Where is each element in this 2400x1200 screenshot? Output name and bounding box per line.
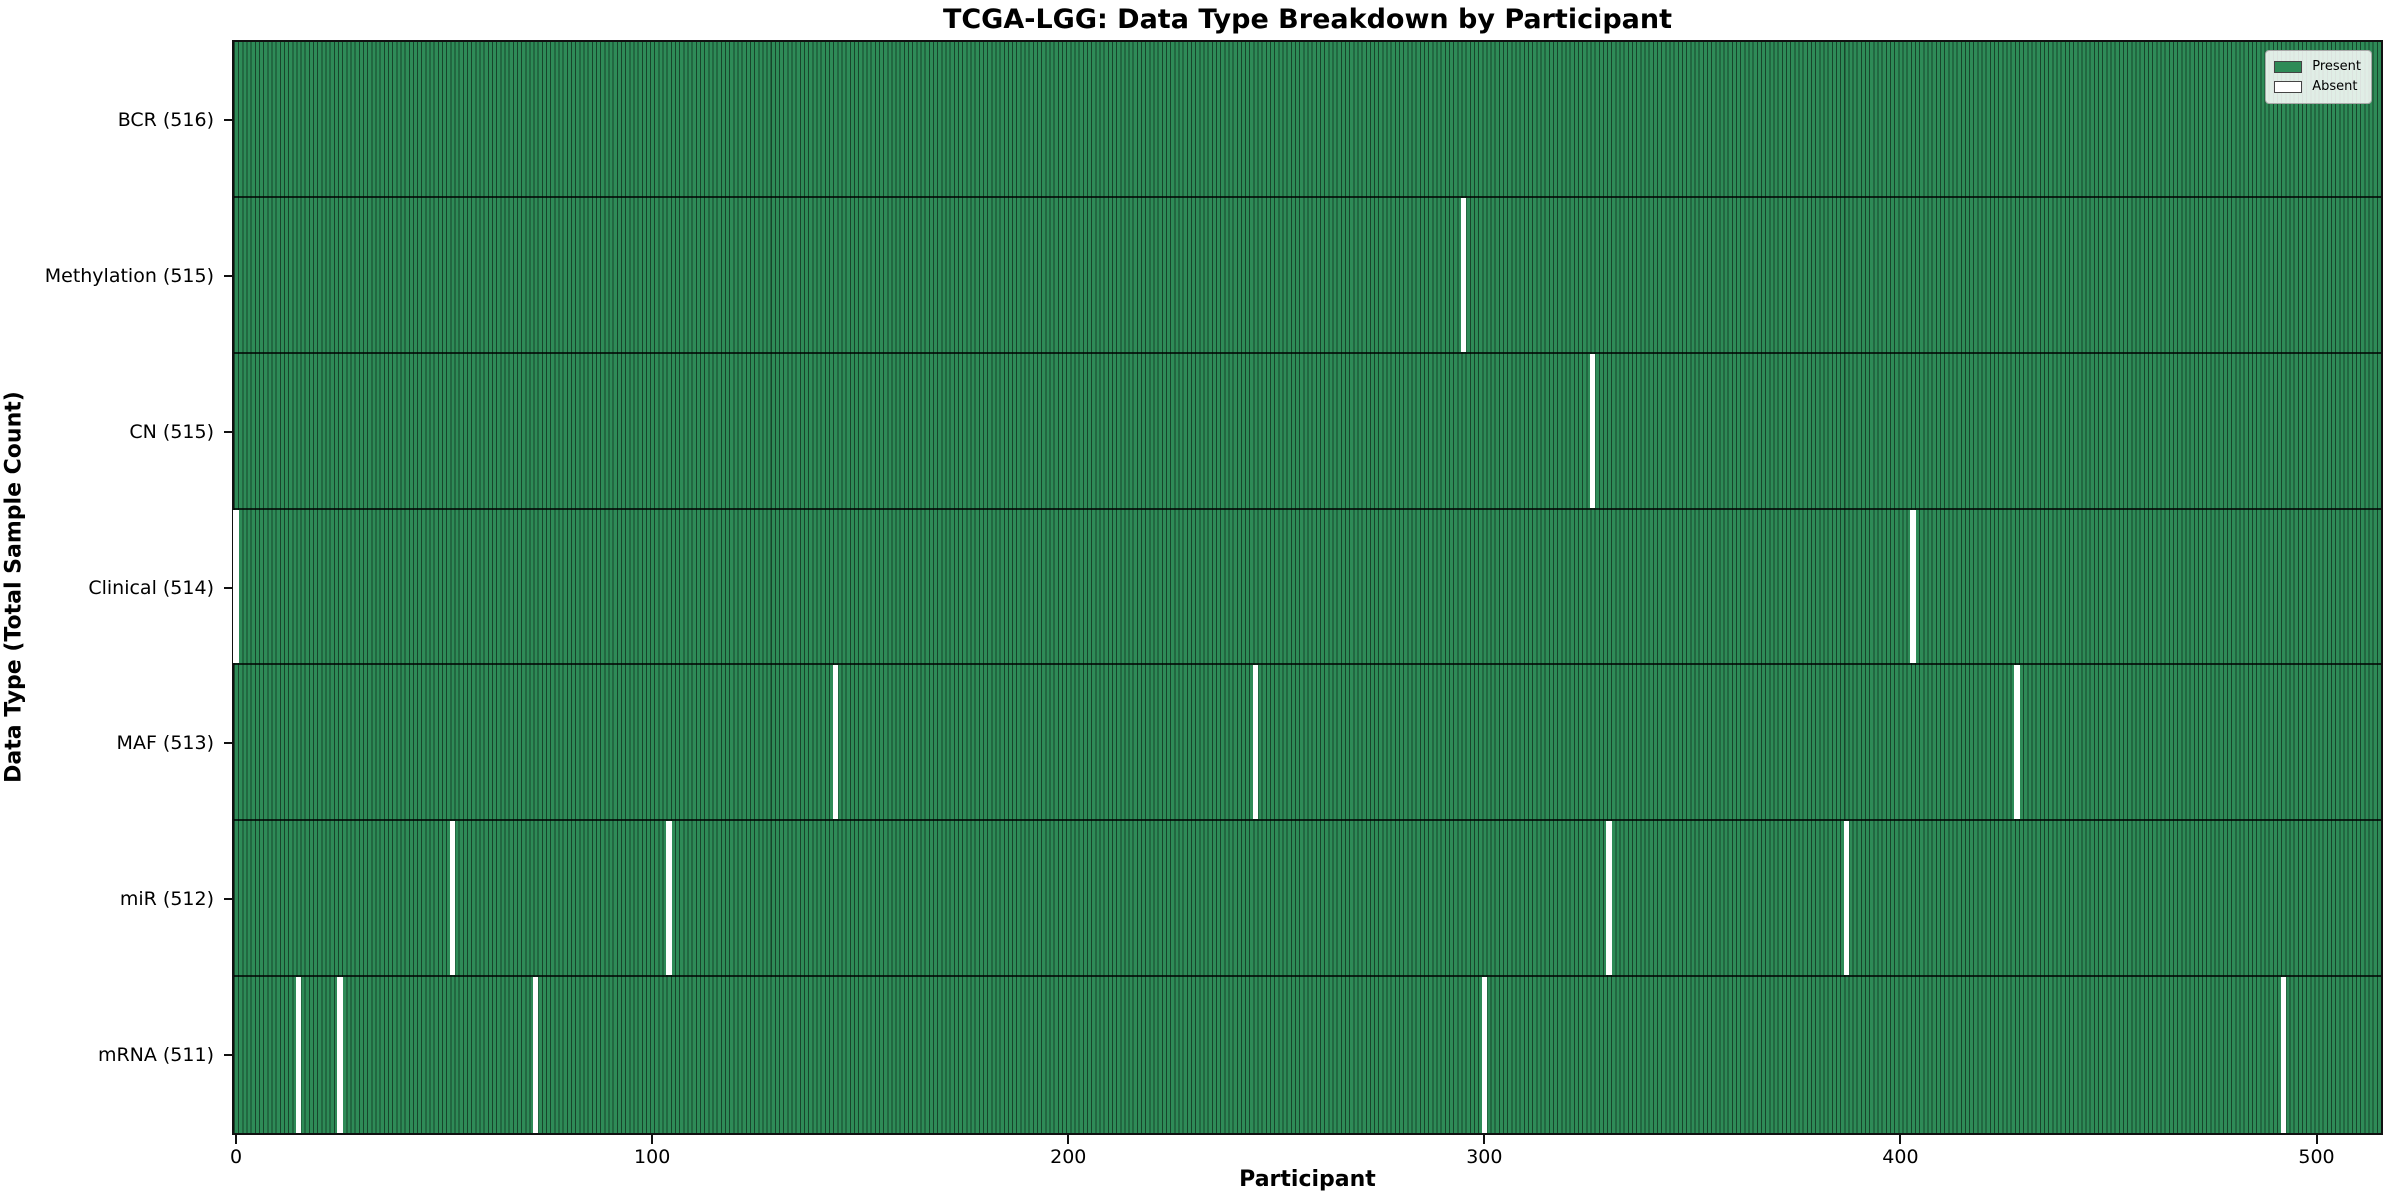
y-tick-label-CN: CN (515) [129,420,214,443]
legend-swatch-present [2274,61,2303,73]
y-tick-label-mRNA: mRNA (511) [97,1044,214,1067]
row-band-mRNA [234,977,2381,1133]
x-tick-label-500: 500 [2298,1146,2335,1168]
absent-marker-MAF-144 [832,665,838,820]
y-tick-label-Clinical: Clinical (514) [88,576,214,599]
legend: Present Absent [2265,50,2372,104]
absent-marker-miR-52 [449,821,456,976]
x-tick-label-0: 0 [230,1146,243,1168]
x-tick-mark [2315,1135,2318,1144]
y-tick-label-Methylation: Methylation (515) [44,264,214,287]
x-axis-label: Participant [1239,1167,1376,1192]
y-tick-mark [224,430,232,433]
y-tick-mark [224,898,232,901]
y-tick-label-BCR: BCR (516) [117,108,214,131]
chart-title: TCGA-LGG: Data Type Breakdown by Partici… [942,4,1673,35]
y-tick-mark [224,742,232,745]
y-tick-mark [224,118,232,121]
absent-marker-miR-387 [1843,821,1850,976]
absent-marker-miR-330 [1606,821,1612,976]
y-tick-mark [224,1054,232,1057]
absent-marker-Methylation-295 [1460,197,1467,352]
absent-marker-MAF-428 [2014,665,2020,820]
x-tick-label-200: 200 [1050,1146,1087,1168]
x-tick-label-400: 400 [1882,1146,1919,1168]
row-band-Methylation [234,197,2381,354]
row-band-miR [234,821,2381,978]
row-band-Clinical [233,509,2381,666]
absent-marker-Clinical-403 [1910,509,1916,664]
y-tick-mark [224,586,232,589]
legend-entry-absent: Absent [2274,77,2361,97]
absent-marker-miR-104 [666,821,672,976]
x-tick-mark [1483,1135,1486,1144]
x-tick-label-100: 100 [634,1146,671,1168]
absent-marker-mRNA-72 [532,977,539,1133]
x-tick-mark [1067,1135,1070,1144]
absent-marker-CN-326 [1589,353,1596,508]
x-tick-mark [235,1135,238,1144]
absent-marker-mRNA-15 [295,977,302,1133]
legend-swatch-absent [2274,81,2303,93]
x-tick-mark [1899,1135,1902,1144]
y-tick-label-miR: miR (512) [119,888,214,911]
y-tick-mark [224,274,232,277]
absent-marker-MAF-245 [1252,665,1259,820]
legend-label: Absent [2312,79,2358,94]
row-band-BCR [234,42,2381,198]
plot-area: Present Absent [232,40,2383,1135]
absent-marker-Clinical-0 [233,509,239,664]
legend-label: Present [2312,59,2361,74]
row-band-MAF [234,665,2381,822]
row-band-CN [234,353,2381,510]
y-tick-label-MAF: MAF (513) [116,732,214,755]
absent-marker-mRNA-25 [337,977,343,1133]
absent-marker-mRNA-300 [1481,977,1488,1133]
legend-entries: Present Absent [2274,57,2361,97]
absent-marker-mRNA-492 [2280,977,2286,1133]
legend-entry-present: Present [2274,57,2361,77]
x-tick-label-300: 300 [1466,1146,1503,1168]
x-tick-mark [651,1135,654,1144]
